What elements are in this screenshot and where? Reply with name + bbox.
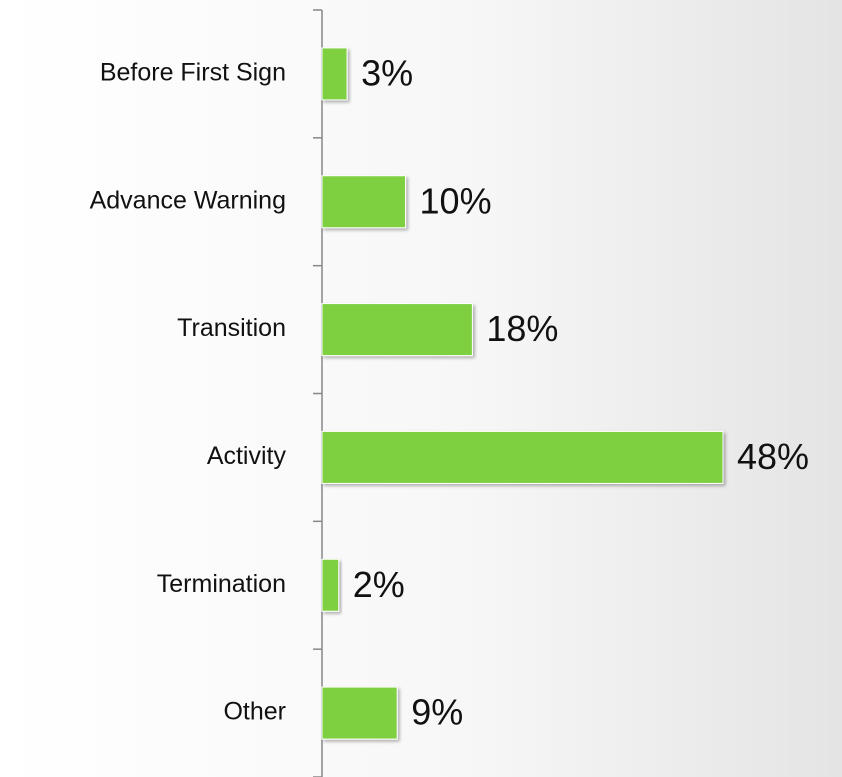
- value-label: 9%: [411, 692, 463, 733]
- bar: [321, 303, 473, 357]
- category-label: Activity: [207, 442, 287, 470]
- bar: [321, 175, 407, 229]
- value-label: 18%: [486, 308, 558, 349]
- bar: [321, 430, 724, 484]
- value-label: 3%: [361, 52, 413, 93]
- category-label: Termination: [157, 570, 286, 598]
- category-label: Before First Sign: [100, 59, 286, 87]
- category-label: Other: [223, 698, 286, 726]
- value-label: 10%: [420, 180, 492, 221]
- category-label: Advance Warning: [90, 186, 286, 214]
- value-label: 48%: [737, 436, 809, 477]
- bar: [321, 558, 340, 612]
- value-label: 2%: [353, 564, 405, 605]
- bar: [321, 686, 398, 740]
- category-label: Transition: [177, 314, 286, 342]
- bar: [321, 47, 348, 101]
